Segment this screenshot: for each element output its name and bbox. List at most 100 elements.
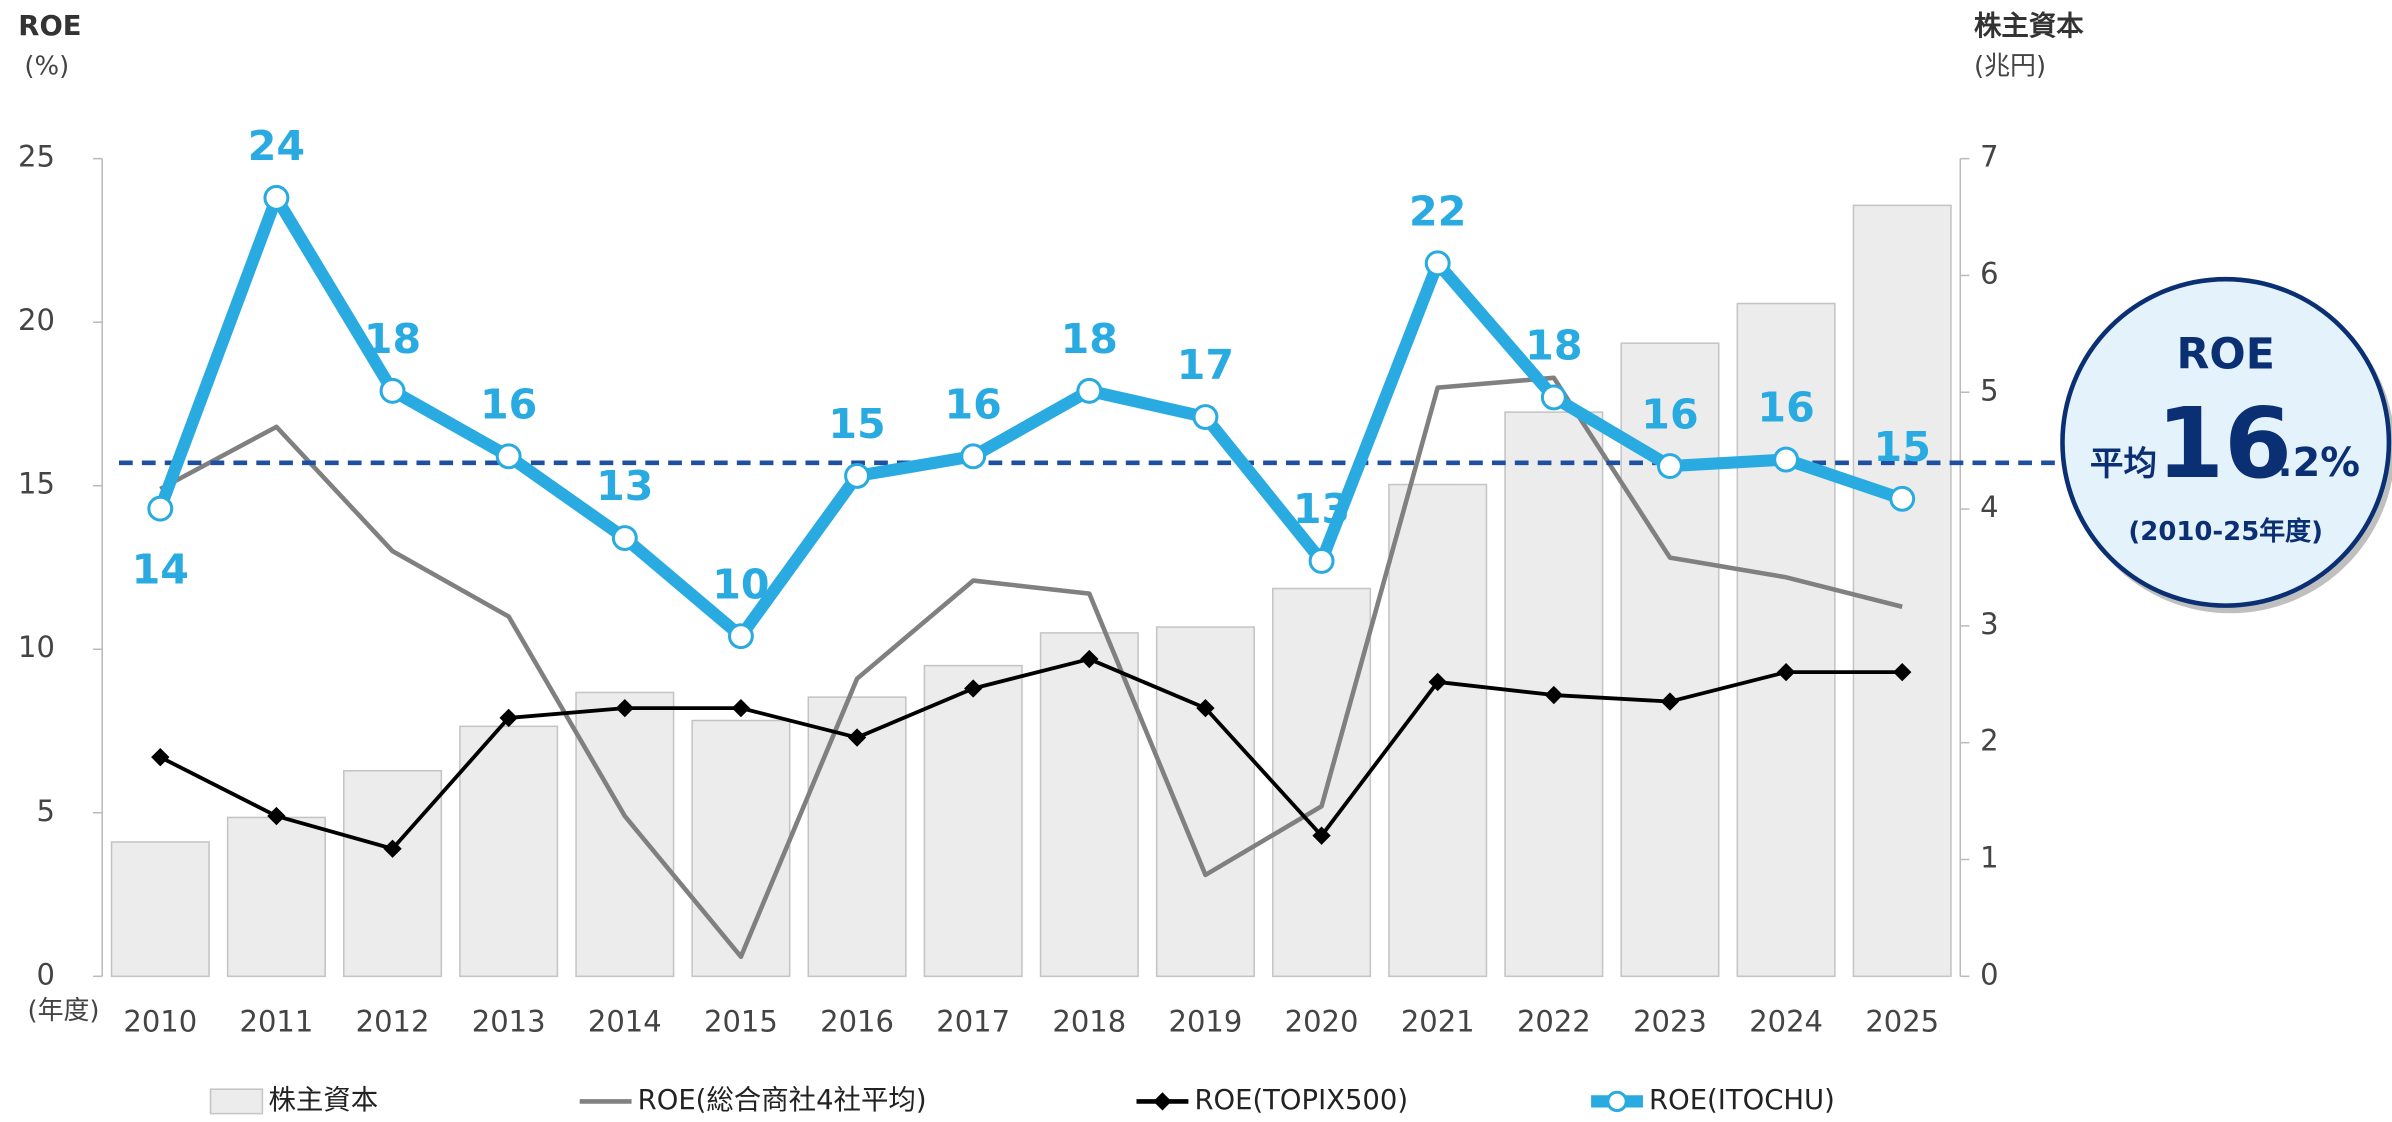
y2-tick-label: 3 <box>1980 607 1998 641</box>
data-label: 16 <box>945 380 1002 428</box>
badge-suffix: .2% <box>2278 440 2360 486</box>
data-label: 18 <box>364 315 421 363</box>
bar <box>1272 587 1372 978</box>
x-tick-label: 2011 <box>240 1005 314 1039</box>
y2-tick-label: 4 <box>1980 490 1998 524</box>
line <box>159 657 1903 851</box>
data-label: 14 <box>132 546 189 594</box>
x-tick-label: 2024 <box>1749 1005 1823 1039</box>
marker <box>1424 250 1451 277</box>
data-label: 10 <box>712 560 769 608</box>
y2-tick-label: 6 <box>1980 256 1998 290</box>
data-label: 24 <box>248 122 305 170</box>
bar <box>110 841 210 978</box>
marker <box>1312 826 1331 845</box>
marker <box>147 495 174 522</box>
y2-tick-label: 7 <box>1980 140 1998 174</box>
bar <box>691 719 791 978</box>
marker <box>1192 404 1219 430</box>
x-tick-label: 2020 <box>1285 1005 1359 1039</box>
y2-tick-label: 5 <box>1980 373 1998 407</box>
bar <box>1039 632 1139 978</box>
legend-marker <box>1153 1092 1172 1111</box>
legend-label: 株主資本 <box>269 1085 379 1116</box>
y2-tick-label: 2 <box>1980 724 1998 758</box>
data-label: 18 <box>1525 322 1582 370</box>
data-label: 18 <box>1061 315 1118 363</box>
x-tick-label: 2023 <box>1633 1005 1707 1039</box>
badge-value: 16 <box>2156 387 2292 501</box>
x-tick-label: 2014 <box>588 1005 662 1039</box>
y-title: ROE <box>18 11 81 42</box>
bar <box>343 769 443 978</box>
data-label: 13 <box>1293 485 1350 533</box>
marker <box>1308 547 1335 574</box>
badge-note: (2010-25年度) <box>2128 516 2323 547</box>
marker <box>1889 485 1916 512</box>
legend-label: ROE(TOPIX500) <box>1194 1085 1408 1116</box>
marker <box>379 377 406 404</box>
marker <box>1540 384 1567 411</box>
x-tick-label: 2021 <box>1401 1005 1475 1039</box>
legend-label: ROE(総合商社4社平均) <box>638 1085 927 1116</box>
marker <box>1660 692 1680 711</box>
badge-circle <box>2060 276 2392 608</box>
data-label: 17 <box>1177 341 1234 389</box>
marker <box>263 184 290 211</box>
x-tick-label: 2022 <box>1517 1005 1591 1039</box>
x-tick-label: 2018 <box>1052 1005 1126 1039</box>
y-tick-label: 25 <box>18 140 55 174</box>
y-tick-label: 0 <box>36 957 54 991</box>
marker <box>1076 377 1103 404</box>
y2-tick-label: 1 <box>1980 841 1998 875</box>
data-label: 13 <box>596 462 653 510</box>
marker <box>960 443 987 470</box>
data-label: 16 <box>1757 384 1814 432</box>
legend-swatch <box>209 1088 264 1115</box>
data-label: 15 <box>1874 423 1931 471</box>
x-tick-label: 2013 <box>472 1005 546 1039</box>
marker <box>1776 662 1796 682</box>
legend-label: ROE(ITOCHU) <box>1649 1085 1835 1116</box>
marker <box>1080 649 1099 669</box>
bar <box>1388 483 1488 978</box>
marker <box>611 525 638 552</box>
marker <box>727 623 754 650</box>
marker <box>151 748 170 767</box>
bar <box>459 725 559 978</box>
bar <box>226 816 326 978</box>
bar <box>1155 626 1255 978</box>
y-unit: (%) <box>24 52 69 82</box>
marker <box>844 462 871 489</box>
bar <box>575 691 675 978</box>
marker <box>1428 672 1447 692</box>
y-tick-label: 10 <box>18 630 55 664</box>
x-tick-label: 2015 <box>704 1005 778 1039</box>
marker <box>731 698 751 718</box>
data-label: 15 <box>828 400 885 448</box>
marker <box>495 443 522 470</box>
marker <box>499 708 518 728</box>
x-unit: (年度) <box>27 996 99 1026</box>
legend-marker <box>1606 1090 1628 1113</box>
x-tick-label: 2025 <box>1865 1005 1939 1039</box>
y2-unit: (兆円) <box>1974 52 2046 82</box>
y-tick-label: 20 <box>18 303 55 337</box>
marker <box>1656 453 1683 480</box>
marker <box>964 679 983 698</box>
marker <box>615 698 634 718</box>
data-label: 22 <box>1409 187 1466 235</box>
y2-tick-label: 0 <box>1980 957 1998 991</box>
x-tick-label: 2017 <box>936 1005 1010 1039</box>
badge-prefix: 平均 <box>2090 444 2157 483</box>
y-tick-label: 15 <box>18 467 55 501</box>
x-tick-label: 2012 <box>356 1005 430 1039</box>
y2-title: 株主資本 <box>1974 11 2084 42</box>
marker <box>1773 446 1800 473</box>
line <box>154 191 1905 643</box>
marker <box>1544 685 1563 705</box>
data-label: 16 <box>1641 390 1698 438</box>
x-tick-label: 2019 <box>1169 1005 1243 1039</box>
marker <box>847 728 867 747</box>
